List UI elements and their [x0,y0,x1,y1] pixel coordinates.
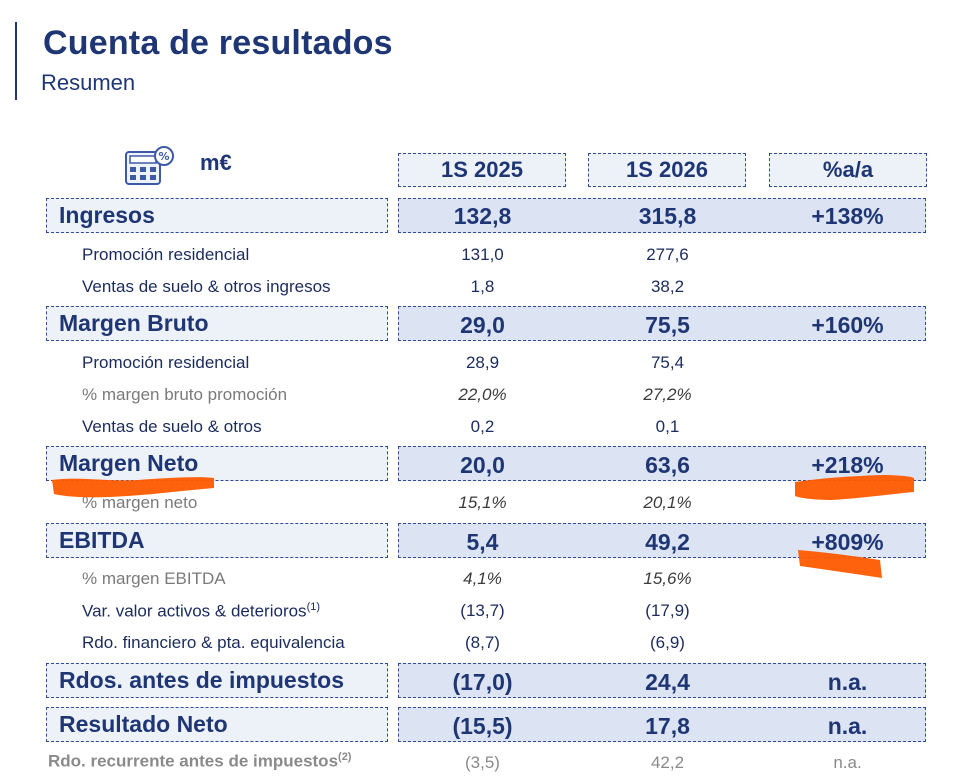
highlight-stroke [52,477,214,498]
sub-label: Ventas de suelo & otros ingresos [82,277,331,296]
ebitda-yoy: +809% [811,529,884,555]
sub-value: 27,2% [643,385,692,404]
margen-neto-yoy: +218% [811,452,884,478]
sub-value: (6,9) [650,633,685,652]
sub-label: Var. valor activos & deterioros(1) [82,601,320,622]
sub-value: 20,1% [643,493,692,512]
sub-value: 1,8 [470,277,495,296]
sub-value: (17,9) [645,601,690,620]
sub-value: 131,0 [461,245,504,264]
sub-value: 22,0% [458,385,507,404]
rai-1s2025: (17,0) [452,669,513,695]
neto-1s2025: (15,5) [452,713,513,739]
ingresos-yoy: +138% [811,203,884,229]
sub-value: 4,1% [463,569,502,588]
svg-text:%: % [158,150,169,163]
sub-label-text: Var. valor activos & deterioros [82,601,307,621]
sub-label: Ventas de suelo & otros [82,417,262,436]
sub-value: 28,9 [465,353,500,372]
neto-1s2026: 17,8 [645,713,690,739]
sub-label: Promoción residencial [82,353,250,372]
unit-label: m€ [200,150,232,175]
sub-value: 15,1% [458,493,507,512]
row-values-margen-bruto [398,306,926,341]
row-label-ingresos: Ingresos [46,198,388,233]
rai-yoy: n.a. [827,669,868,695]
margen-neto-1s2025: 20,0 [460,452,505,478]
page-subtitle: Resumen [41,70,136,95]
margen-bruto-yoy: +160% [811,312,884,338]
sub-label: Promoción residencial [82,245,250,264]
sub-value: 15,6% [643,569,692,588]
sub-value: 38,2 [650,277,685,296]
margen-neto-1s2026: 63,6 [645,452,690,478]
recurrente-1s2026: 42,2 [650,753,685,772]
row-values-rai [398,663,926,698]
row-values-margen-neto [398,446,926,481]
rai-1s2026: 24,4 [645,669,690,695]
sub-value: 277,6 [646,245,689,264]
row-label-margen-neto: Margen Neto [46,446,388,481]
margen-bruto-1s2026: 75,5 [645,312,690,338]
sub-value: 0,2 [470,417,495,436]
row-values-resultado-neto [398,707,926,742]
column-header-yoy: %a/a [769,153,927,187]
highlight-stroke [798,550,882,578]
row-label-resultado-neto: Resultado Neto [46,707,388,742]
highlight-stroke [795,475,914,500]
margen-bruto-1s2025: 29,0 [460,312,505,338]
sub-label: % margen neto [82,493,198,512]
recurrente-yoy: n.a. [833,753,862,772]
row-label-ebitda: EBITDA [46,523,388,558]
sub-value: (8,7) [465,633,500,652]
sub-value: (13,7) [460,601,505,620]
recurrente-1s2025: (3,5) [465,753,500,772]
row-label-rai: Rdos. antes de impuestos [46,663,388,698]
sub-label: % margen bruto promoción [82,385,288,404]
ingresos-1s2025: 132,8 [453,203,512,229]
ingresos-1s2026: 315,8 [638,203,697,229]
sub-value: 75,4 [650,353,685,372]
sub-label: Rdo. financiero & pta. equivalencia [82,633,345,652]
calculator-percent-icon: % [125,146,174,185]
row-values-ingresos [398,198,926,233]
row-values-ebitda [398,523,926,558]
page-title: Cuenta de resultados [43,24,393,62]
footnote-marker: (2) [338,751,352,763]
column-header-1s2025: 1S 2025 [398,153,566,187]
neto-yoy: n.a. [827,713,868,739]
row-label-recurrente: Rdo. recurrente antes de impuestos(2) [48,751,351,772]
footnote-marker: (1) [306,601,321,613]
sub-label: % margen EBITDA [82,569,226,588]
row-label-margen-bruto: Margen Bruto [46,306,388,341]
column-header-1s2026: 1S 2026 [588,153,746,187]
sub-value: 0,1 [655,417,680,436]
ebitda-1s2025: 5,4 [466,529,499,555]
ebitda-1s2026: 49,2 [645,529,690,555]
title-accent-bar [15,22,17,100]
recurrente-label-text: Rdo. recurrente antes de impuestos [48,751,339,771]
